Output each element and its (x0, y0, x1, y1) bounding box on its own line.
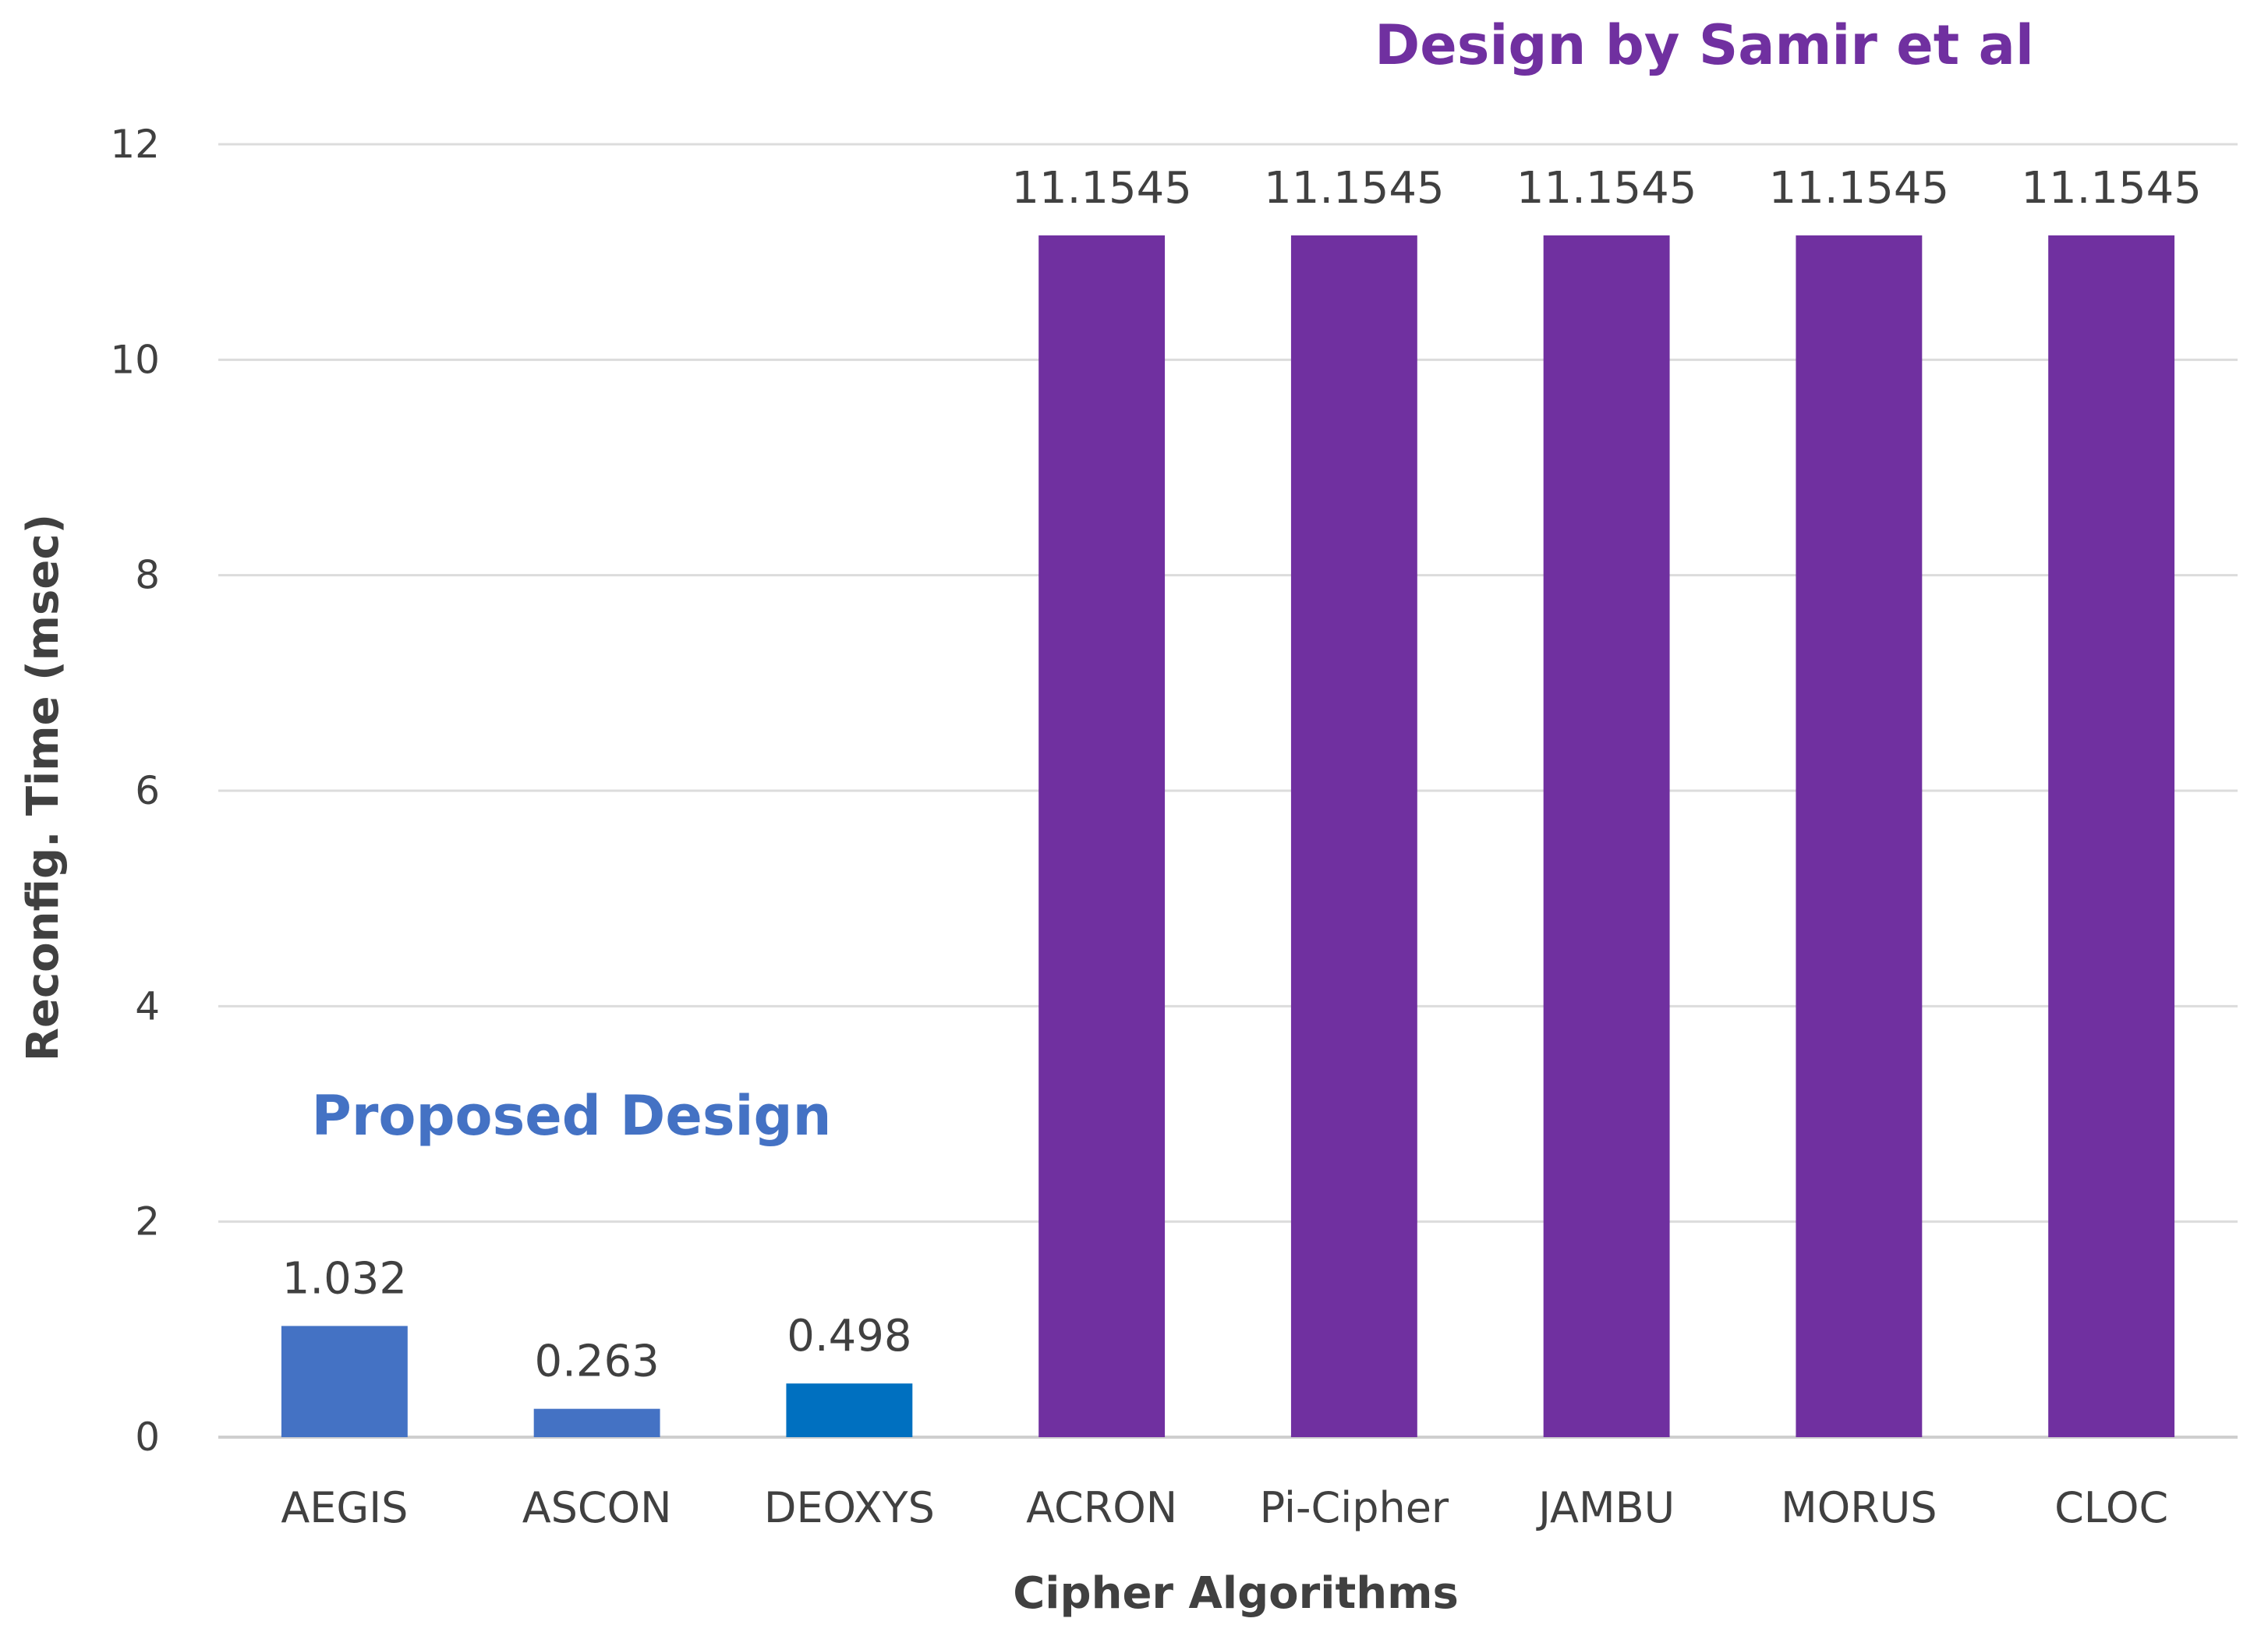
gridlines (218, 143, 2238, 1439)
y-tick-label: 12 (110, 122, 160, 167)
x-tick-label: CLOC (2054, 1483, 2168, 1532)
bar-aegis (281, 1326, 408, 1437)
bar-morus (1796, 235, 1923, 1437)
data-label: 11.1545 (1516, 163, 1697, 214)
proposed-design-annotation: Proposed Design (312, 1084, 832, 1148)
data-label: 0.263 (534, 1337, 659, 1387)
data-label: 11.1545 (1264, 163, 1445, 214)
data-label: 11.1545 (1011, 163, 1192, 214)
data-labels: 1.032 0.263 0.498 11.1545 11.1545 11.1545 11.1… (282, 163, 2202, 1387)
x-axis-title: Cipher Algorithms (1013, 1568, 1459, 1619)
data-label: 0.498 (787, 1311, 911, 1362)
data-label: 11.1545 (1769, 163, 1950, 214)
y-tick-label: 2 (135, 1199, 160, 1245)
y-axis-ticks: 0 2 4 6 8 10 12 (110, 122, 160, 1460)
y-tick-label: 0 (135, 1415, 160, 1460)
bar-deoxys (786, 1383, 913, 1437)
x-tick-label: MORUS (1781, 1483, 1937, 1532)
data-label: 11.1545 (2021, 163, 2202, 214)
y-tick-label: 10 (110, 337, 160, 382)
bar-cloc (2048, 235, 2175, 1437)
y-tick-label: 4 (135, 983, 160, 1029)
data-label: 1.032 (282, 1253, 407, 1304)
x-tick-label: JAMBU (1536, 1483, 1675, 1532)
bar-ascon (533, 1408, 660, 1437)
bar-acron (1038, 235, 1166, 1437)
samir-design-annotation: Design by Samir et al (1375, 13, 2034, 77)
bar-pi-cipher (1290, 235, 1417, 1437)
x-tick-label: Pi-Cipher (1260, 1483, 1449, 1532)
y-tick-label: 6 (135, 768, 160, 813)
y-axis-title: Reconfig. Time (msec) (18, 514, 69, 1061)
x-axis-categories: AEGIS ASCON DEOXYS ACRON Pi-Cipher JAMBU MORUS… (281, 1483, 2168, 1532)
bars (281, 235, 2175, 1437)
x-tick-label: AEGIS (281, 1483, 408, 1532)
x-tick-label: ASCON (522, 1483, 672, 1532)
x-tick-label: ACRON (1026, 1483, 1177, 1532)
x-tick-label: DEOXYS (764, 1483, 935, 1532)
y-tick-label: 8 (135, 553, 160, 598)
bar-jambu (1543, 235, 1670, 1437)
